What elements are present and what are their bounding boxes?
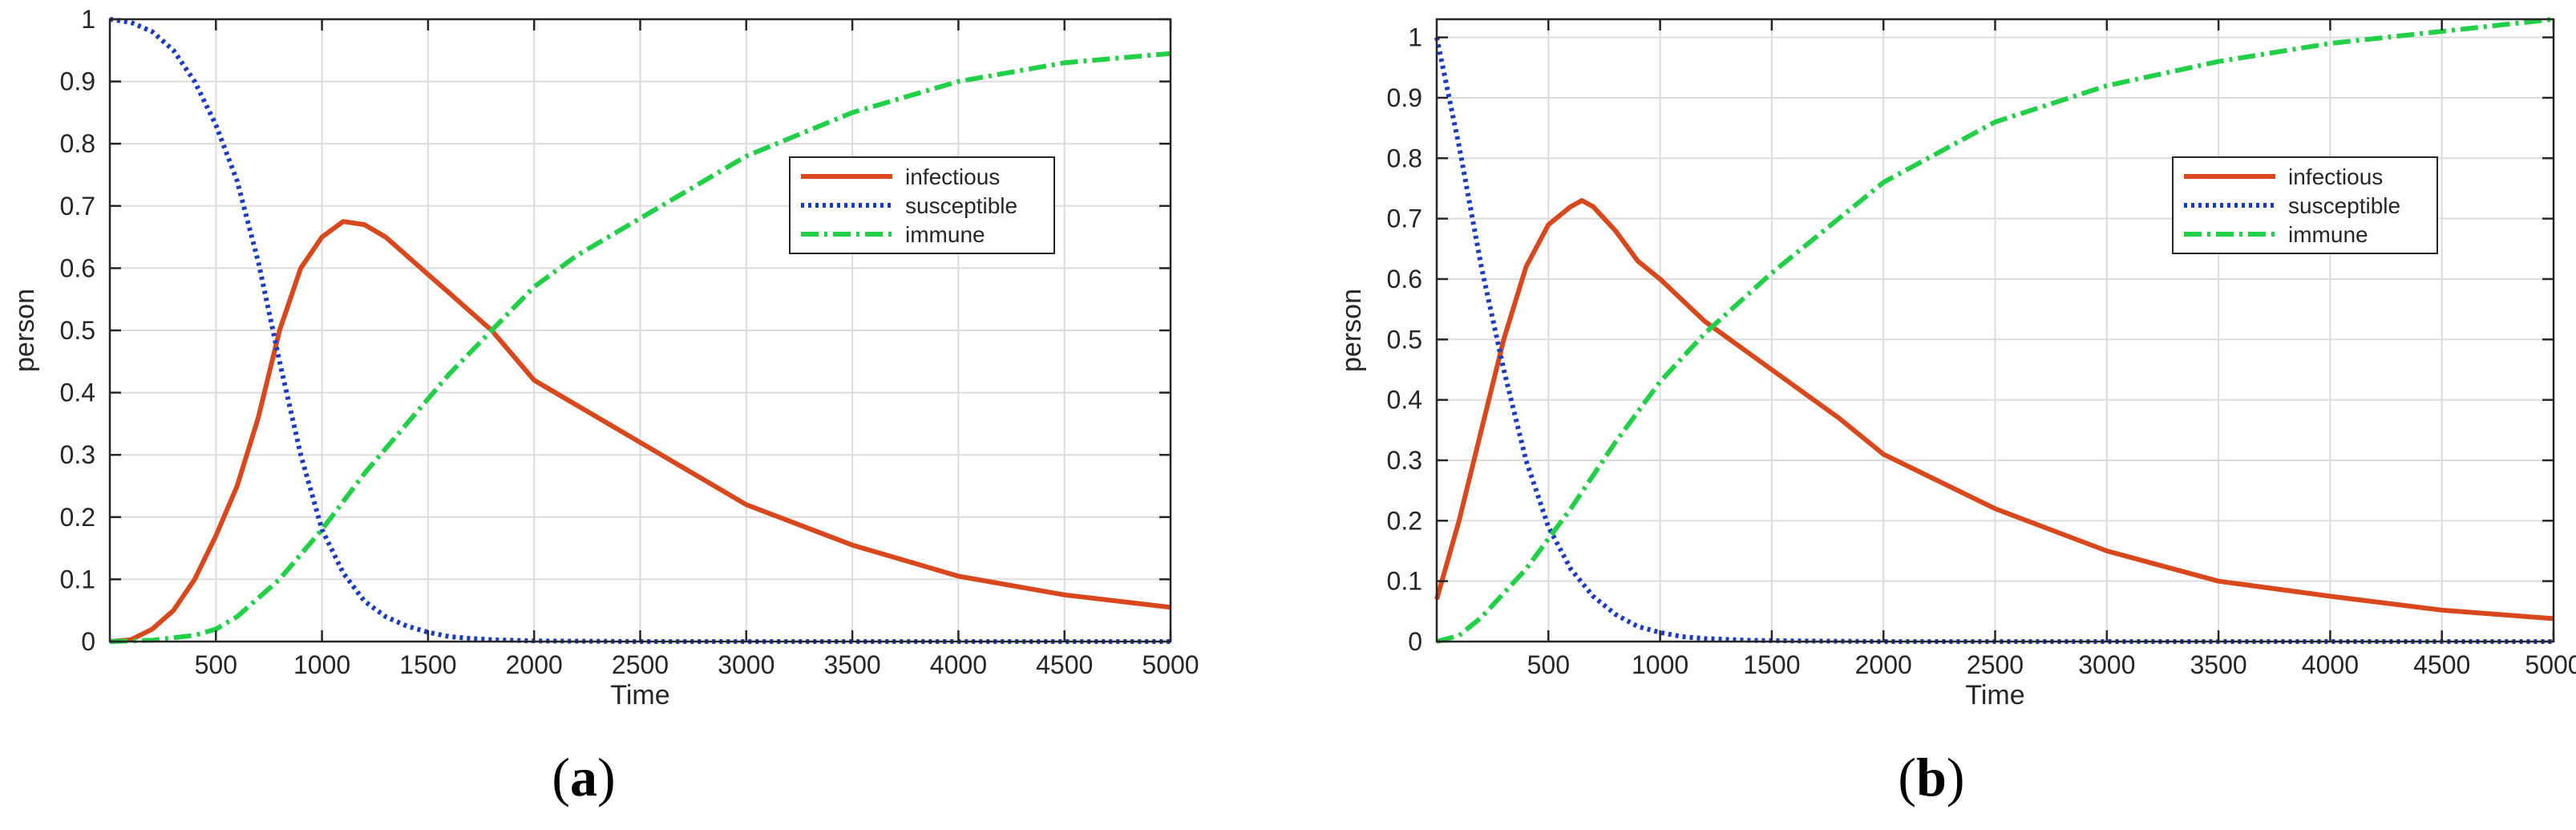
y-tick-label: 0.5	[60, 316, 95, 345]
x-axis-label: Time	[610, 680, 669, 711]
y-tick-label: 0.3	[1387, 446, 1422, 475]
series-line-infectious	[1434, 198, 2554, 621]
x-tick-label: 2500	[612, 650, 669, 679]
x-tick-label: 5000	[1142, 650, 1199, 679]
x-tick-label: 3500	[2190, 650, 2247, 679]
series-line-immune	[109, 51, 1171, 644]
y-tick-label: 0.7	[1387, 204, 1422, 233]
chart-panel-b: 500 1000 1500 2000 2500 3000 3500 4000 4500 5000 0…	[1288, 0, 2576, 830]
y-tick-label: 0.4	[60, 379, 95, 407]
y-tick-label: 0	[81, 627, 95, 656]
y-tick-label: 0.9	[60, 67, 95, 96]
legend: infectious susceptible immune	[789, 156, 1055, 254]
y-axis-label: person	[1337, 289, 1367, 372]
legend-label-susceptible: susceptible	[905, 193, 1017, 218]
y-tick-label: 0.8	[60, 129, 95, 158]
x-tick-label: 1500	[1743, 650, 1800, 679]
y-tick-label: 0.4	[1387, 386, 1422, 415]
y-tick-label: 1	[1408, 23, 1422, 52]
y-tick-label: 0.7	[60, 192, 95, 221]
x-tick-label: 1000	[293, 650, 350, 679]
chart-panel-a: 500 1000 1500 2000 2500 3000 3500 4000 4500 5000 0…	[10, 5, 1199, 808]
legend-label-immune: immune	[905, 222, 985, 247]
series-line-susceptible	[109, 17, 1171, 644]
caption-a-letter: a	[570, 747, 597, 808]
y-tick-label: 0.3	[60, 440, 95, 469]
x-tick-label: 2500	[1967, 650, 2024, 679]
x-tick-label: 4000	[930, 650, 987, 679]
y-tick-label: 0.2	[60, 503, 95, 532]
legend-label-infectious: infectious	[2288, 164, 2383, 189]
x-tick-label: 3500	[824, 650, 881, 679]
x-tick-label: 500	[1527, 650, 1570, 679]
y-tick-label: 1	[81, 5, 95, 34]
y-tick-label: 0.2	[1387, 506, 1422, 535]
x-tick-label: 5000	[2525, 650, 2576, 679]
x-tick-label: 2000	[506, 650, 563, 679]
y-tick-label: 0.8	[1387, 144, 1422, 172]
y-tick-label: 0.1	[60, 565, 95, 593]
x-axis-label: Time	[1965, 680, 2024, 711]
series-line-infectious	[109, 219, 1171, 644]
legend: infectious susceptible immune	[2172, 156, 2438, 254]
series-line-immune	[1436, 17, 2554, 644]
chart-b-svg: 500 1000 1500 2000 2500 3000 3500 4000 4500 5000 0…	[1337, 17, 2576, 711]
legend-label-infectious: infectious	[905, 164, 1000, 189]
legend-label-susceptible: susceptible	[2288, 193, 2400, 218]
y-tick-label: 0.9	[1387, 83, 1422, 112]
x-tick-label: 1500	[399, 650, 456, 679]
y-axis-label: person	[10, 289, 40, 372]
x-tick-label: 1000	[1632, 650, 1688, 679]
caption-b: (b)	[1898, 747, 1965, 808]
caption-a: (a)	[552, 747, 616, 808]
legend-label-immune: immune	[2288, 222, 2368, 247]
y-tick-label: 0	[1408, 627, 1422, 656]
legend-box	[2172, 156, 2438, 254]
y-tick-label: 0.6	[60, 253, 95, 282]
caption-b-letter: b	[1916, 747, 1947, 808]
x-tick-label: 3000	[718, 650, 774, 679]
x-tick-label: 4500	[1036, 650, 1093, 679]
x-tick-label: 500	[195, 650, 237, 679]
x-tick-label: 4000	[2302, 650, 2359, 679]
chart-a-svg: 500 1000 1500 2000 2500 3000 3500 4000 4500 5000 0…	[10, 5, 1199, 711]
legend-box	[789, 156, 1055, 254]
y-tick-label: 0.6	[1387, 265, 1422, 294]
x-tick-label: 3000	[2078, 650, 2135, 679]
x-tick-label: 2000	[1855, 650, 1912, 679]
y-tick-label: 0.1	[1387, 567, 1422, 596]
series-line-susceptible	[1434, 36, 2554, 644]
x-tick-label: 4500	[2413, 650, 2470, 679]
y-tick-label: 0.5	[1387, 325, 1422, 354]
